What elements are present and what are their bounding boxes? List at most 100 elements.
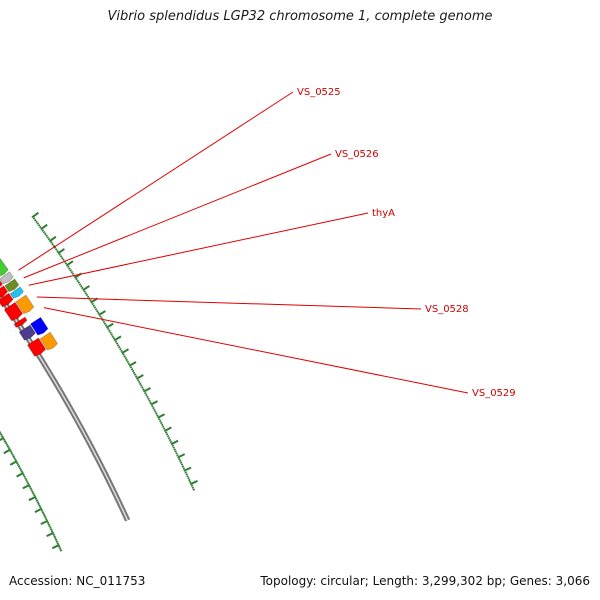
inner-minor-tick — [42, 512, 46, 516]
gene-features — [0, 257, 58, 357]
outer-minor-tick — [37, 224, 41, 227]
inner-minor-tick — [9, 450, 13, 453]
outer-minor-tick — [148, 399, 151, 402]
outer-minor-tick — [171, 444, 175, 447]
outer-major-tick — [31, 211, 39, 219]
outer-minor-tick — [85, 293, 89, 297]
outer-minor-tick — [174, 450, 177, 453]
outer-minor-tick — [94, 308, 98, 311]
outer-minor-tick — [129, 366, 133, 369]
gene-red-2 — [0, 279, 3, 288]
inner-minor-tick — [17, 465, 21, 468]
outer-minor-tick — [100, 317, 104, 320]
outer-major-tick — [163, 426, 172, 432]
inner-major-tick — [22, 483, 31, 490]
inner-minor-tick — [33, 494, 36, 497]
inner-minor-tick — [56, 542, 60, 545]
outer-minor-tick — [151, 405, 154, 408]
gene-red-bottom — [26, 337, 47, 357]
outer-minor-tick — [93, 306, 97, 309]
inner-minor-tick — [36, 500, 40, 504]
outer-major-tick — [150, 400, 159, 406]
outer-minor-tick — [137, 379, 140, 382]
inner-minor-tick — [19, 468, 23, 472]
inner-minor-tick — [50, 528, 53, 531]
outer-minor-tick — [109, 331, 112, 334]
outer-minor-tick — [119, 347, 122, 351]
inner-minor-tick — [58, 547, 62, 550]
outer-minor-tick — [52, 244, 56, 248]
label-leader-line — [36, 296, 422, 310]
outer-major-tick — [157, 413, 166, 419]
outer-minor-tick — [153, 408, 156, 412]
outer-minor-tick — [187, 476, 190, 480]
outer-minor-tick — [104, 324, 108, 327]
outer-minor-tick — [181, 465, 185, 468]
outer-minor-tick — [62, 258, 65, 262]
inner-minor-tick — [30, 489, 33, 492]
outer-major-tick — [183, 466, 192, 472]
outer-minor-tick — [160, 421, 163, 425]
inner-minor-tick — [28, 485, 32, 489]
outer-minor-tick — [165, 433, 169, 436]
inner-minor-tick — [1, 435, 4, 438]
outer-minor-tick — [99, 315, 102, 318]
outer-minor-tick — [44, 232, 47, 236]
outer-minor-tick — [55, 248, 58, 251]
outer-minor-tick — [132, 371, 136, 375]
outer-minor-tick — [133, 373, 137, 376]
gene-blue — [30, 316, 49, 336]
gene-vs0525 — [0, 271, 14, 285]
outer-minor-tick — [172, 446, 175, 449]
inner-minor-tick — [39, 506, 42, 509]
inner-major-tick — [0, 436, 5, 442]
outer-minor-tick — [39, 225, 42, 229]
gene-navy — [18, 324, 36, 341]
inner-minor-tick — [32, 492, 35, 495]
outer-minor-tick — [34, 218, 37, 222]
inner-minor-tick — [16, 462, 19, 465]
outer-major-tick — [189, 479, 198, 486]
inner-minor-tick — [0, 433, 3, 436]
inner-minor-tick — [2, 438, 6, 441]
outer-minor-tick — [140, 384, 143, 387]
inner-minor-tick — [14, 458, 17, 461]
outer-minor-tick — [47, 237, 51, 241]
gene-label: VS_0526 — [335, 149, 379, 160]
outer-minor-tick — [155, 412, 158, 415]
outer-major-tick — [65, 260, 74, 267]
gene-label: VS_0528 — [425, 304, 469, 315]
outer-minor-tick — [175, 452, 178, 455]
outer-minor-tick — [139, 382, 142, 386]
outer-minor-tick — [97, 311, 100, 315]
inner-major-tick — [3, 448, 12, 455]
outer-minor-tick — [70, 270, 74, 274]
outer-minor-tick — [103, 322, 107, 325]
outer-minor-tick — [179, 459, 182, 463]
outer-minor-tick — [86, 295, 90, 299]
outer-minor-tick — [141, 386, 144, 389]
outer-minor-tick — [180, 463, 184, 466]
label-leader-line — [28, 212, 369, 286]
outer-minor-tick — [111, 335, 115, 338]
outer-minor-tick — [184, 471, 187, 474]
accession-text: Accession: NC_011753 — [9, 574, 146, 588]
outer-major-tick — [113, 335, 122, 342]
outer-minor-tick — [149, 401, 152, 404]
inner-minor-tick — [11, 453, 14, 456]
outer-minor-tick — [127, 362, 131, 365]
outer-minor-tick — [42, 230, 46, 234]
outer-minor-tick — [120, 349, 123, 353]
outer-minor-tick — [76, 279, 79, 283]
genome-summary-text: Topology: circular; Length: 3,299,302 bp… — [260, 574, 590, 588]
outer-minor-tick — [77, 281, 81, 284]
outer-minor-tick — [159, 420, 162, 423]
outer-minor-tick — [146, 395, 149, 399]
gene-vs0529 — [13, 316, 28, 328]
outer-minor-tick — [188, 480, 192, 484]
outer-minor-tick — [79, 285, 83, 288]
outer-minor-tick — [95, 309, 99, 313]
outer-minor-tick — [158, 418, 161, 421]
gene-green — [0, 257, 9, 277]
